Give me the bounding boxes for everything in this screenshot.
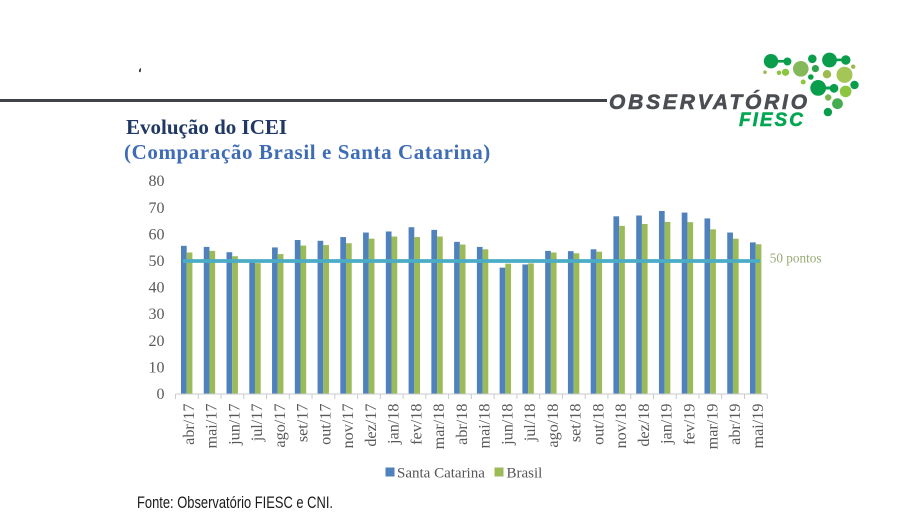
svg-text:fev/19: fev/19 (681, 404, 699, 445)
svg-text:30: 30 (149, 306, 165, 323)
svg-text:70: 70 (149, 200, 165, 217)
svg-text:0: 0 (157, 386, 165, 403)
svg-text:jan/19: jan/19 (658, 404, 676, 445)
svg-text:jul/17: jul/17 (248, 404, 266, 443)
svg-text:nov/18: nov/18 (612, 404, 630, 449)
svg-text:mai/19: mai/19 (749, 404, 767, 449)
svg-text:out/18: out/18 (589, 404, 607, 445)
svg-text:abr/18: abr/18 (453, 404, 471, 445)
svg-text:set/17: set/17 (294, 404, 312, 443)
svg-text:jun/17: jun/17 (225, 404, 243, 446)
svg-text:dez/17: dez/17 (362, 404, 380, 447)
svg-text:abr/19: abr/19 (726, 404, 744, 445)
svg-text:20: 20 (149, 333, 165, 350)
svg-text:nov/17: nov/17 (339, 404, 357, 449)
svg-text:abr/17: abr/17 (180, 404, 198, 445)
svg-text:jul/18: jul/18 (521, 404, 539, 443)
svg-text:fev/18: fev/18 (407, 404, 425, 445)
svg-text:Santa Catarina: Santa Catarina (397, 466, 485, 482)
svg-text:ago/17: ago/17 (271, 404, 289, 448)
svg-text:jan/18: jan/18 (385, 404, 403, 445)
svg-text:out/17: out/17 (316, 404, 334, 445)
svg-text:Brasil: Brasil (507, 466, 543, 482)
svg-text:60: 60 (149, 226, 165, 243)
svg-text:mai/18: mai/18 (476, 404, 494, 449)
svg-text:10: 10 (149, 359, 165, 376)
svg-text:50: 50 (149, 253, 165, 270)
svg-text:mai/17: mai/17 (203, 404, 221, 449)
svg-text:40: 40 (149, 280, 165, 297)
svg-text:80: 80 (149, 173, 165, 190)
svg-text:50 pontos: 50 pontos (770, 250, 822, 265)
svg-text:ago/18: ago/18 (544, 404, 562, 448)
svg-text:dez/18: dez/18 (635, 404, 653, 447)
svg-text:jun/18: jun/18 (498, 404, 516, 446)
svg-text:set/18: set/18 (567, 404, 585, 443)
svg-text:mar/19: mar/19 (703, 404, 721, 450)
svg-text:mar/18: mar/18 (430, 404, 448, 450)
